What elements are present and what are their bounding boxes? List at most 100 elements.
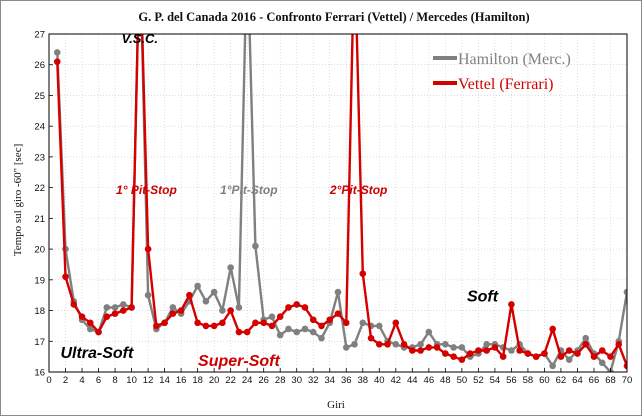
data-point	[210, 322, 218, 330]
x-tick-label: 36	[341, 375, 352, 386]
data-point	[359, 270, 367, 277]
series-layer	[53, 34, 627, 372]
data-point	[86, 325, 94, 333]
data-point	[334, 288, 342, 296]
y-tick-label: 27	[34, 30, 45, 41]
data-point	[417, 347, 424, 354]
data-point	[301, 304, 309, 311]
data-point	[475, 347, 482, 354]
data-point	[342, 319, 350, 327]
data-point	[186, 291, 193, 299]
annotation-label: Super-Soft	[198, 353, 280, 370]
data-point	[417, 341, 424, 348]
y-tick-label: 21	[34, 214, 45, 225]
y-tick-label: 17	[34, 337, 45, 348]
data-point	[78, 313, 86, 320]
x-tick-label: 34	[324, 375, 335, 386]
x-tick-label: 54	[490, 375, 501, 386]
data-point	[260, 319, 267, 327]
x-tick-label: 64	[572, 375, 583, 386]
x-tick-label: 12	[143, 375, 154, 386]
chart-title: G. P. del Canada 2016 - Confronto Ferrar…	[138, 10, 529, 24]
x-tick-label: 16	[176, 375, 187, 386]
x-tick-label: 58	[523, 375, 534, 386]
data-point	[516, 347, 523, 354]
data-point	[243, 328, 251, 336]
annotations: V.S.C. 1° Pit-Stop 1°Pit-Stop 2°Pit-Stop Ult…	[60, 31, 498, 370]
data-point	[144, 291, 152, 299]
data-point	[367, 334, 375, 342]
x-tick-label: 52	[473, 375, 484, 386]
data-point	[309, 328, 317, 336]
x-tick-label: 2	[63, 375, 68, 386]
data-point	[86, 319, 94, 327]
data-point	[590, 353, 598, 360]
data-point	[508, 347, 515, 354]
data-point	[120, 301, 127, 308]
legend: Hamilton (Merc.) Vettel (Ferrari)	[433, 51, 571, 93]
data-point	[219, 319, 226, 327]
x-tick-label: 14	[159, 375, 170, 386]
x-tick-label: 32	[308, 375, 319, 386]
data-point	[326, 316, 334, 324]
x-tick-label: 48	[440, 375, 451, 386]
data-point	[565, 356, 573, 364]
data-point	[169, 310, 177, 317]
data-point	[466, 350, 474, 357]
data-point	[425, 328, 433, 336]
x-tick-label: 28	[275, 375, 286, 386]
y-tick-label: 16	[34, 368, 45, 379]
data-point	[301, 325, 309, 333]
data-point	[62, 273, 69, 281]
data-point	[293, 301, 301, 308]
data-point	[623, 288, 627, 296]
data-point	[400, 341, 408, 348]
x-tick-label: 40	[374, 375, 385, 386]
y-tick-label: 19	[34, 275, 45, 286]
x-tick-label: 4	[79, 375, 84, 386]
data-point	[425, 344, 433, 351]
data-point	[318, 322, 325, 330]
data-point	[392, 341, 400, 348]
annotation-label: V.S.C.	[122, 31, 158, 46]
data-point	[483, 341, 490, 348]
data-point	[70, 301, 78, 308]
legend-label-vettel: Vettel (Ferrari)	[458, 76, 554, 93]
data-point	[144, 245, 152, 253]
data-point	[524, 350, 532, 357]
data-point	[450, 353, 457, 360]
data-point	[103, 313, 111, 320]
y-tick-label: 24	[34, 122, 45, 133]
x-tick-label: 24	[242, 375, 253, 386]
data-point	[285, 325, 292, 333]
legend-label-hamilton: Hamilton (Merc.)	[458, 51, 571, 68]
data-point	[342, 344, 350, 351]
data-point	[128, 304, 135, 311]
data-point	[235, 328, 243, 336]
data-point	[161, 319, 168, 327]
y-tick-label: 26	[34, 60, 45, 71]
data-point	[120, 307, 127, 314]
data-point	[53, 49, 61, 56]
data-point	[392, 319, 400, 327]
data-point	[309, 316, 317, 324]
data-point	[285, 304, 292, 311]
data-point	[334, 310, 342, 317]
data-point	[111, 304, 119, 311]
data-point	[103, 304, 111, 311]
data-point	[194, 319, 201, 327]
data-point	[293, 328, 301, 336]
data-point	[491, 344, 499, 351]
data-point	[219, 307, 226, 314]
x-tick-label: 50	[457, 375, 468, 386]
data-point	[541, 350, 548, 357]
data-point	[598, 359, 606, 367]
x-tick-label: 60	[539, 375, 550, 386]
x-tick-label: 8	[112, 375, 117, 386]
annotation-label: Soft	[467, 288, 499, 305]
data-point	[252, 242, 259, 250]
data-point	[623, 362, 627, 370]
data-point	[276, 313, 284, 320]
x-tick-label: 44	[407, 375, 418, 386]
